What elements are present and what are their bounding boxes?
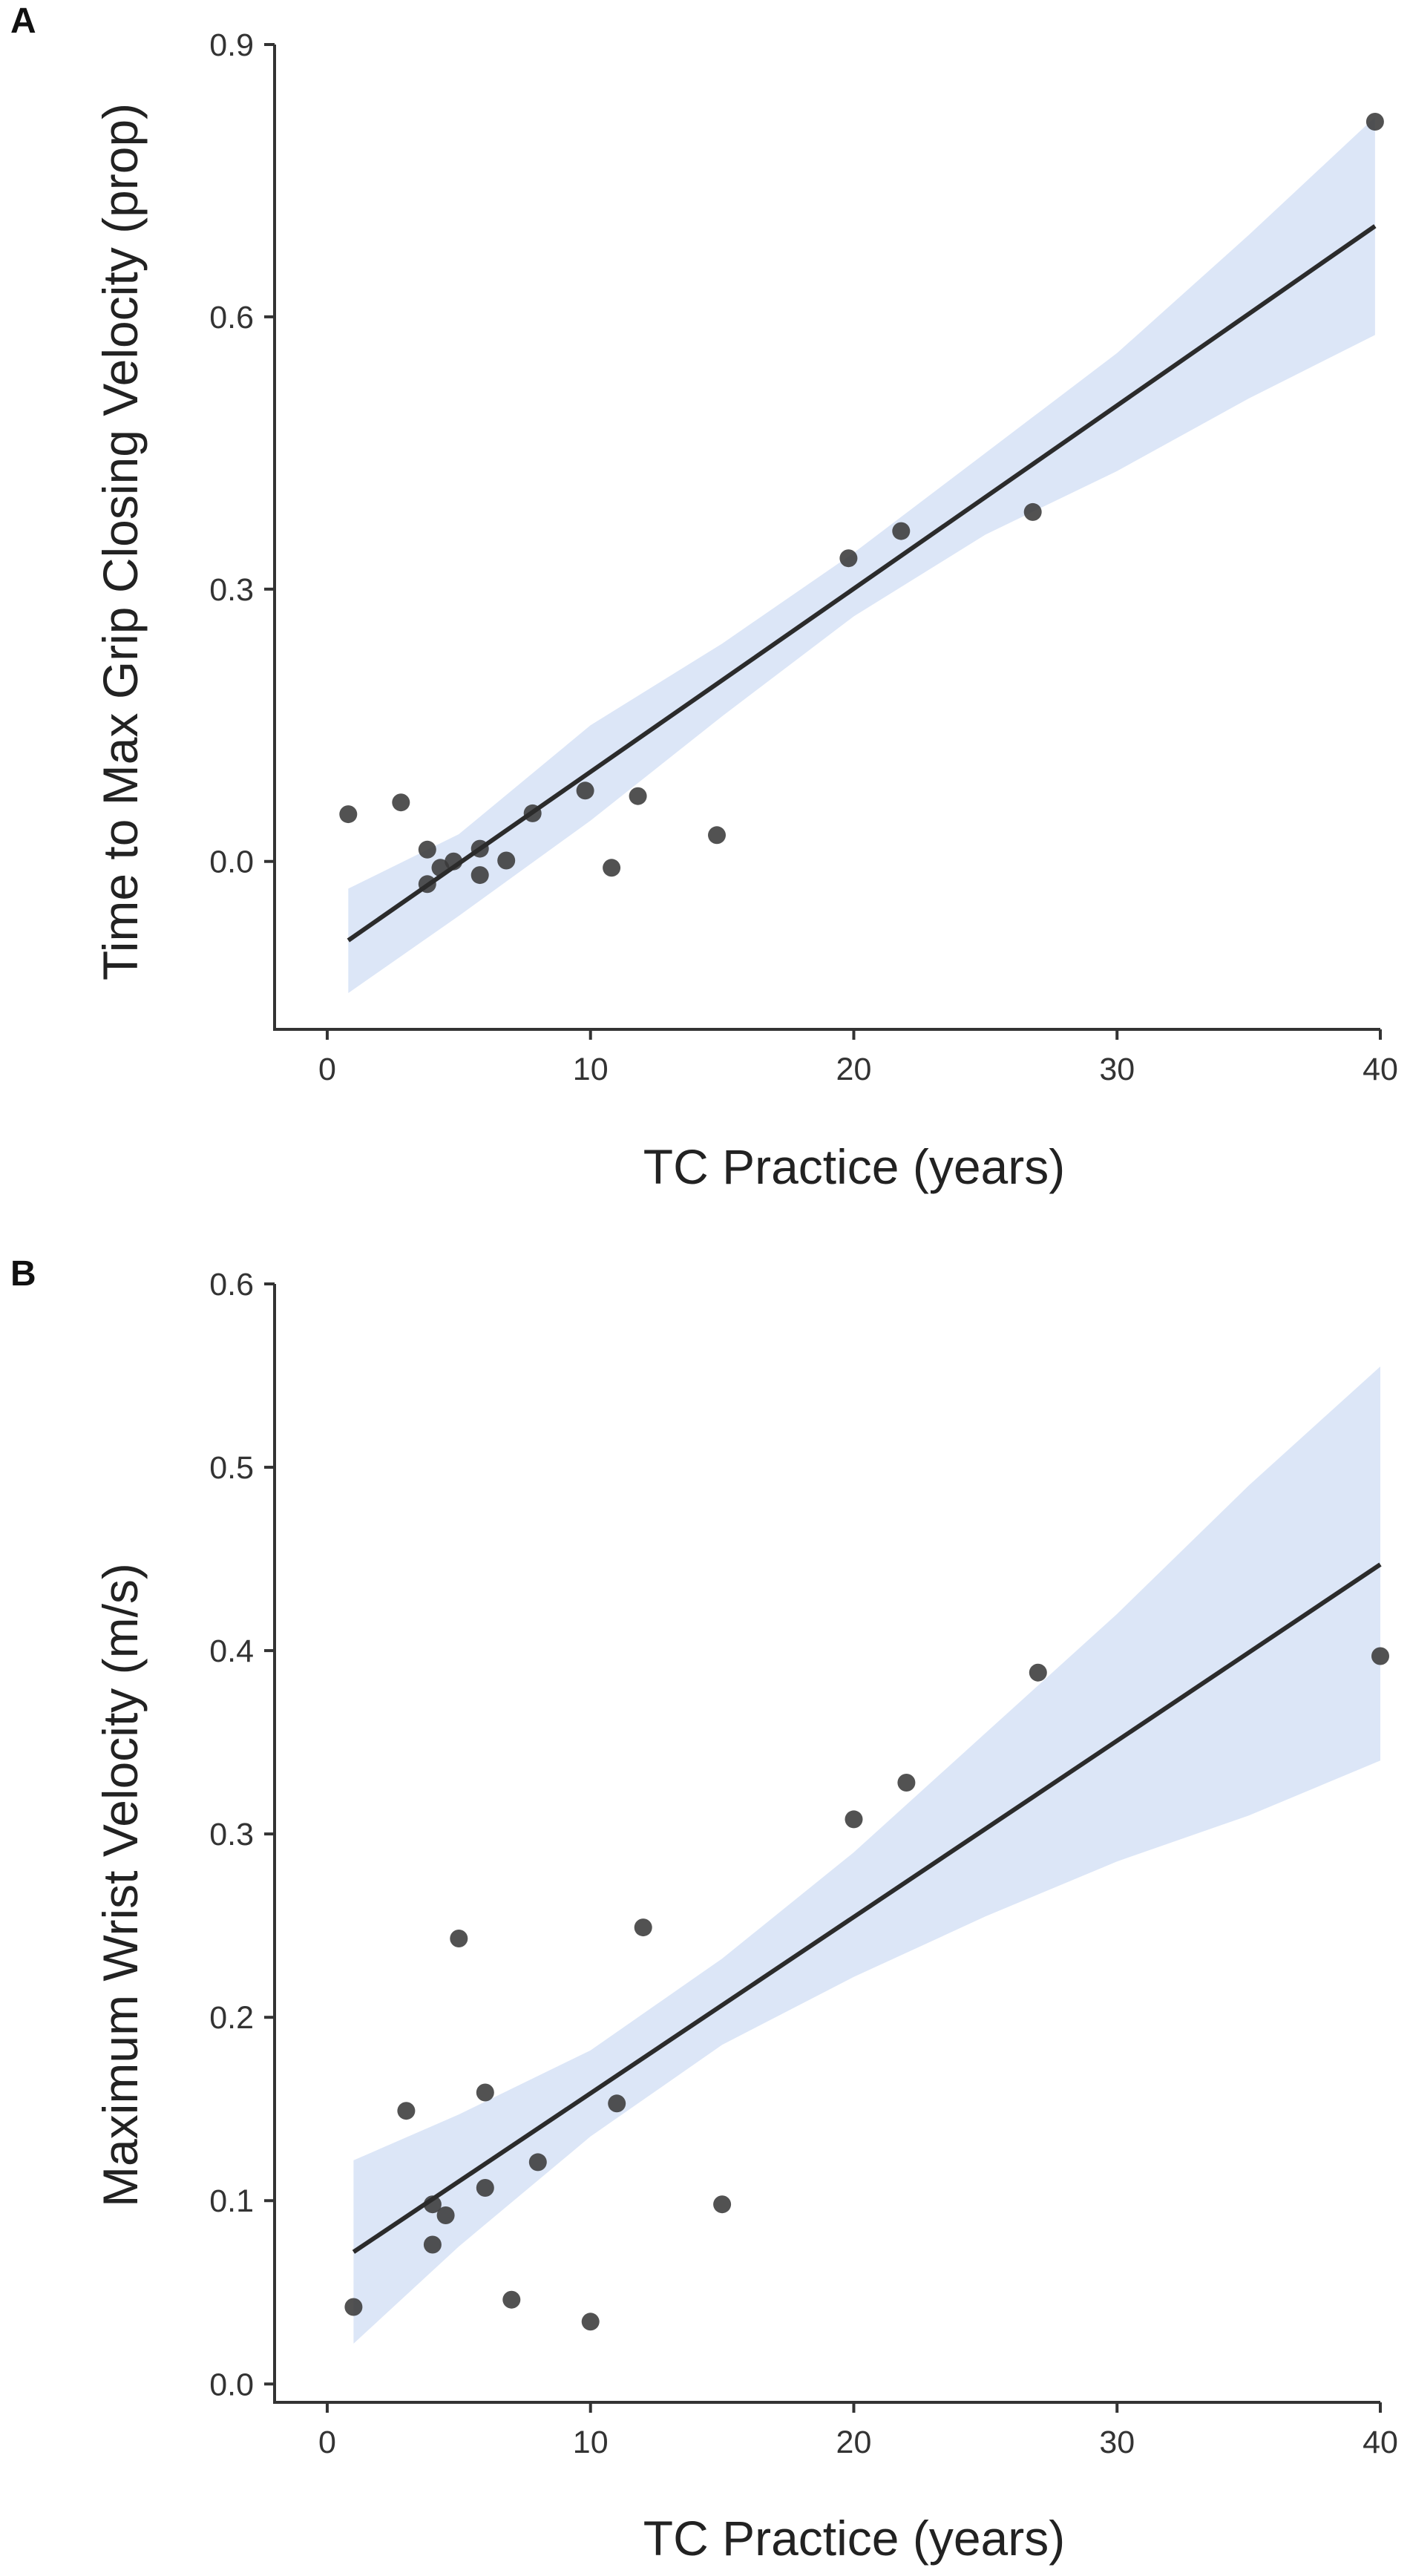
x-tick-label: 0: [318, 2425, 336, 2460]
data-point: [897, 1774, 916, 1792]
x-tick-label: 20: [836, 2425, 872, 2460]
y-tick-label: 0.2: [209, 2000, 254, 2036]
panel-label-a: A: [10, 1, 36, 41]
y-tick-label: 0.6: [209, 300, 254, 335]
y-tick-label: 0.9: [209, 27, 254, 63]
data-point: [418, 840, 436, 859]
data-point: [581, 2313, 600, 2331]
confidence-band-area: [348, 117, 1375, 994]
y-tick-label: 0.3: [209, 1817, 254, 1852]
data-point: [603, 859, 621, 877]
y-axis-title-a: Time to Max Grip Closing Velocity (prop): [93, 103, 148, 980]
data-point: [634, 1918, 652, 1937]
y-tick-label: 0.6: [209, 1267, 254, 1302]
data-point: [713, 2195, 732, 2214]
data-point: [1365, 113, 1384, 131]
data-point: [839, 549, 858, 568]
axes-b: [273, 1284, 1380, 2404]
y-axis-a: 0.0 0.3 0.6 0.9: [209, 27, 275, 880]
fit-line-a: [347, 224, 1377, 943]
data-point: [502, 2290, 521, 2309]
data-point: [629, 787, 647, 805]
data-point: [892, 522, 911, 540]
y-tick-label: 0.5: [209, 1450, 254, 1486]
panel-b: B 0 10 20 30 40 0.0 0.1 0.2 0.3 0.4 0.5 0.6 TC Pra…: [10, 1254, 1398, 2566]
data-point: [576, 781, 594, 800]
panel-a: A 0 10 20 30 40 0.0 0.3 0.6 0.9 TC Practice (ye…: [10, 1, 1398, 1194]
x-tick-label: 30: [1099, 1052, 1135, 1087]
data-point: [476, 2179, 494, 2197]
x-tick-label: 40: [1363, 2425, 1398, 2460]
y-tick-label: 0.3: [209, 572, 254, 608]
data-point: [708, 826, 726, 845]
x-tick-label: 0: [318, 1052, 336, 1087]
x-tick-label: 20: [836, 1052, 872, 1087]
regression-line: [347, 224, 1377, 943]
axes-a: [273, 45, 1380, 1031]
data-point: [423, 2235, 442, 2254]
y-tick-label: 0.0: [209, 2367, 254, 2402]
data-point: [339, 805, 358, 824]
confidence-band-a: [348, 117, 1375, 994]
confidence-band-b: [353, 1366, 1380, 2344]
data-points-a: [339, 113, 1384, 894]
regression-line: [352, 1562, 1382, 2254]
x-axis-a: 0 10 20 30 40: [318, 1029, 1398, 1087]
data-point: [497, 851, 516, 870]
x-axis-title-a: TC Practice (years): [643, 1139, 1065, 1194]
data-point: [608, 2094, 626, 2113]
x-tick-label: 40: [1363, 1052, 1398, 1087]
panel-label-b: B: [10, 1254, 36, 1294]
data-point: [1029, 1663, 1047, 1682]
x-tick-label: 30: [1099, 2425, 1135, 2460]
data-point: [845, 1810, 863, 1829]
data-point: [476, 2083, 494, 2102]
data-point: [450, 1930, 468, 1947]
data-point: [397, 2102, 416, 2120]
y-axis-title-b: Maximum Wrist Velocity (m/s): [93, 1563, 148, 2207]
x-axis-b: 0 10 20 30 40: [318, 2402, 1398, 2460]
data-point: [344, 2298, 363, 2316]
y-tick-label: 0.4: [209, 1633, 254, 1669]
data-point: [436, 2206, 455, 2224]
y-tick-label: 0.1: [209, 2183, 254, 2219]
data-point: [528, 2153, 547, 2172]
confidence-band-area: [353, 1366, 1380, 2344]
data-point: [392, 793, 410, 812]
x-tick-label: 10: [573, 2425, 609, 2460]
data-point: [470, 866, 489, 885]
y-tick-label: 0.0: [209, 845, 254, 880]
fit-line-b: [352, 1562, 1382, 2254]
data-point: [1371, 1647, 1389, 1665]
x-axis-title-b: TC Practice (years): [643, 2511, 1065, 2566]
x-tick-label: 10: [573, 1052, 609, 1087]
y-axis-b: 0.0 0.1 0.2 0.3 0.4 0.5 0.6: [209, 1267, 275, 2402]
data-point: [1023, 502, 1042, 521]
